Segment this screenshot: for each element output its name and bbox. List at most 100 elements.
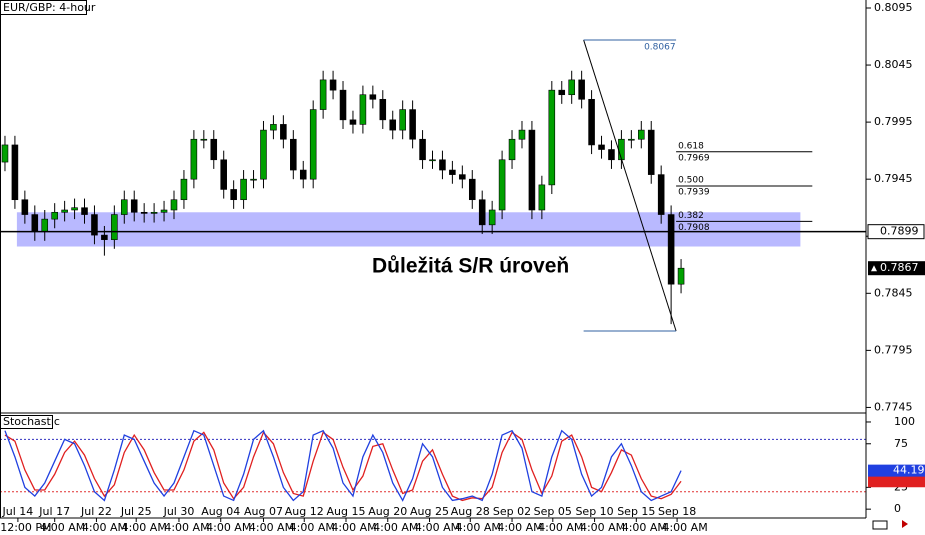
fib-price: 0.7969 — [678, 153, 710, 163]
x-tick-label: Jul 25 — [120, 505, 152, 518]
x-tick-time: 4:00 AM — [290, 521, 335, 534]
y-tick-label: 0.8045 — [874, 58, 913, 71]
candle-body — [647, 129, 655, 175]
candle-body — [588, 98, 595, 146]
x-tick-label: Aug 25 — [410, 505, 449, 518]
candle-body — [498, 159, 506, 211]
x-tick-time: 4:00 AM — [122, 521, 167, 534]
candle-body — [101, 234, 108, 240]
candle-body — [349, 119, 357, 125]
candle-body — [598, 144, 605, 150]
candle-body — [309, 109, 317, 180]
x-tick-time: 4:00 AM — [206, 521, 251, 534]
candle-body — [429, 159, 436, 162]
x-tick-time: 4:00 AM — [82, 521, 127, 534]
fib-price: 0.8067 — [644, 42, 676, 52]
candle-body — [488, 209, 496, 226]
candle-body — [81, 207, 88, 215]
candle-body — [439, 159, 446, 171]
candle-body — [260, 129, 267, 180]
y-tick-label: 0.7995 — [874, 115, 913, 128]
x-tick-label: Aug 04 — [201, 505, 240, 518]
indicator-title: Stochastic — [3, 415, 60, 428]
candle-body — [240, 178, 247, 201]
candle-body — [379, 98, 387, 121]
candle-body — [200, 138, 208, 141]
x-tick-time: 4:00 AM — [580, 521, 625, 534]
x-tick-time: 4:00 AM — [497, 521, 542, 534]
candle-body — [299, 169, 307, 180]
candle-body — [270, 124, 277, 131]
chart-title: EUR/GBP: 4-hour — [3, 1, 96, 14]
fib-ratio: 0.382 — [678, 211, 704, 221]
x-tick-label: Aug 28 — [451, 505, 490, 518]
candle-body — [677, 267, 685, 285]
current-price-label: 0.7867 — [880, 261, 919, 274]
fib-ratio: 0.500 — [678, 176, 704, 186]
annotation: Důležitá S/R úroveň — [372, 255, 569, 278]
x-tick-time: 12:00 PM — [0, 521, 51, 534]
value-box — [868, 475, 925, 488]
candle-body — [409, 109, 416, 140]
y-tick-label: 0.7795 — [874, 343, 913, 356]
candle-body — [51, 211, 58, 220]
shift-icon[interactable] — [902, 520, 908, 528]
y-tick-label: 100 — [894, 415, 915, 428]
candle-body — [160, 209, 168, 213]
x-tick-label: Sep 18 — [658, 505, 696, 518]
y-tick-label: 0 — [894, 502, 901, 515]
y-tick-label: 0.7745 — [874, 400, 913, 413]
candle-body — [618, 138, 625, 161]
x-tick-label: Sep 05 — [534, 505, 572, 518]
x-tick-time: 4:00 AM — [164, 521, 209, 534]
candle-body — [1, 144, 9, 163]
title-box — [0, 415, 53, 429]
candle-body — [638, 129, 645, 140]
candle-body — [329, 79, 337, 91]
candle-body — [608, 149, 615, 161]
candle-body — [140, 211, 148, 214]
candle-body — [61, 209, 68, 213]
price-label: 0.7899 — [880, 225, 919, 238]
x-tick-label: Jul 14 — [2, 505, 34, 518]
candle-body — [41, 218, 49, 232]
candle-body — [11, 144, 19, 201]
candle-body — [111, 214, 118, 240]
x-tick-time: 4:00 AM — [373, 521, 418, 534]
candle-body — [558, 89, 566, 96]
x-tick-label: Sep 02 — [493, 505, 531, 518]
candle-body — [518, 129, 526, 140]
candle-body — [548, 89, 556, 186]
current-price-box — [868, 261, 925, 276]
x-tick-time: 4:00 AM — [662, 521, 707, 534]
x-tick-label: Aug 15 — [327, 505, 366, 518]
candle-body — [369, 94, 377, 100]
candle-body — [120, 199, 128, 215]
current-price-arrow — [871, 265, 877, 272]
candle-body — [339, 89, 347, 121]
x-tick-label: Aug 12 — [285, 505, 324, 518]
fib-price: 0.7939 — [678, 188, 710, 198]
price-box — [867, 224, 925, 240]
fib-price: 0.7908 — [678, 223, 710, 233]
x-tick-time: 4:00 AM — [331, 521, 376, 534]
candle-body — [359, 94, 367, 125]
x-tick-label: Sep 10 — [575, 505, 613, 518]
candle-body — [478, 199, 486, 226]
candle-body — [150, 211, 158, 214]
candle-body — [91, 214, 98, 236]
scroll-icon[interactable] — [872, 520, 888, 530]
candle-body — [657, 174, 665, 215]
candle-body — [578, 79, 585, 100]
candle-body — [419, 138, 426, 161]
candle-body — [449, 169, 456, 175]
candle-body — [389, 119, 397, 131]
x-tick-time: 4:00 AM — [415, 521, 460, 534]
x-tick-time: 4:00 AM — [40, 521, 85, 534]
candle-body — [399, 109, 406, 131]
x-tick-time: 4:00 AM — [622, 521, 667, 534]
x-tick-time: 4:00 AM — [249, 521, 294, 534]
x-tick-time: 4:00 AM — [456, 521, 501, 534]
